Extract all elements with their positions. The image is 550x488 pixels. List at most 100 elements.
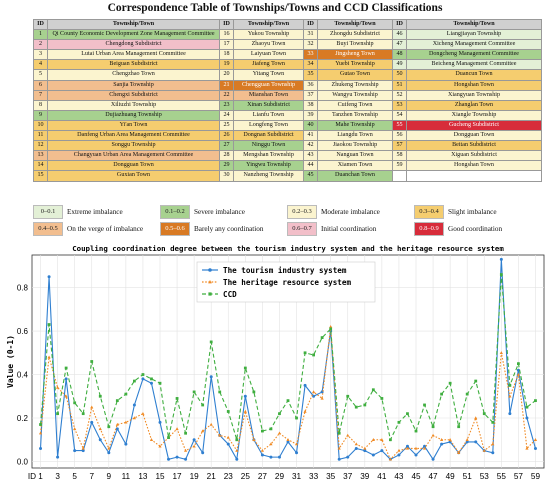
- legend-swatch: 0.6–0.7: [287, 221, 317, 236]
- data-point: [201, 403, 205, 407]
- data-point: [482, 412, 486, 416]
- legend-swatch: 0.5–0.6: [160, 221, 190, 236]
- chart-legend-box: [196, 261, 376, 303]
- data-point: [226, 410, 230, 413]
- data-point: [491, 442, 495, 446]
- data-point: [422, 446, 427, 450]
- data-point: [491, 451, 495, 455]
- data-point: [491, 420, 495, 424]
- data-point: [47, 323, 51, 326]
- data-point: [64, 394, 68, 398]
- data-point: [47, 355, 51, 359]
- data-point: [371, 388, 375, 392]
- data-point: [64, 377, 68, 381]
- data-point: [235, 438, 239, 442]
- data-point: [277, 455, 281, 459]
- data-point: [517, 362, 520, 366]
- table-row: 7 Chengxi Subdistrict 22 Mianshan Town 37 Wan…: [33, 89, 542, 101]
- data-point: [243, 366, 247, 370]
- data-point: [192, 438, 196, 442]
- data-point: [371, 438, 375, 441]
- x-tick-label: 57: [514, 472, 524, 481]
- data-point: [260, 453, 264, 457]
- legend-label: Severe imbalance: [194, 207, 245, 216]
- data-point: [363, 403, 367, 407]
- data-point: [440, 392, 443, 396]
- data-point: [269, 455, 273, 459]
- legend-item: 0.4–0.5 On the verge of imbalance: [33, 221, 160, 236]
- data-point: [423, 403, 426, 407]
- data-point: [534, 399, 537, 403]
- table-row: 10 Yi'an Town 25 Longfeng Town 40 Mahe Townsh…: [33, 119, 542, 132]
- cell-township: Xiangle Township: [406, 109, 542, 121]
- data-point: [184, 431, 187, 435]
- data-point: [209, 340, 213, 344]
- legend-label: Moderate imbalance: [321, 207, 380, 216]
- data-point: [371, 453, 375, 457]
- data-point: [209, 422, 213, 426]
- data-point: [389, 438, 392, 442]
- x-tick-label: 21: [207, 472, 217, 481]
- legend-item: 0.5–0.6 Barely any coordination: [160, 221, 287, 236]
- data-point: [124, 442, 128, 446]
- legend-item: 0.3–0.4 Slight imbalance: [414, 204, 541, 219]
- data-point: [141, 373, 145, 376]
- data-point: [167, 436, 170, 439]
- data-point: [235, 448, 239, 452]
- data-point: [482, 448, 486, 452]
- x-tick-label: 43: [394, 472, 404, 481]
- x-tick-label: 5: [72, 472, 77, 481]
- x-tick-label: 7: [89, 472, 94, 481]
- legend-item: 0.8–0.9 Good coordination: [414, 221, 541, 236]
- cell-township: Liangjiayan Township: [406, 29, 542, 41]
- legend-marker: [208, 292, 212, 296]
- data-point: [158, 444, 162, 448]
- cell-township: Hongshan Town: [406, 160, 542, 172]
- data-point: [218, 390, 222, 394]
- data-point: [508, 384, 512, 387]
- data-point: [167, 457, 171, 461]
- data-point: [295, 416, 298, 420]
- x-tick-label: 17: [173, 472, 183, 481]
- x-tick-label: 19: [190, 472, 200, 481]
- data-point: [235, 457, 239, 461]
- data-point: [397, 453, 401, 457]
- data-point: [56, 455, 60, 459]
- legend-label: Barely any coordination: [194, 224, 264, 233]
- data-point: [184, 448, 188, 452]
- x-tick-label: 39: [360, 472, 370, 481]
- y-tick-label: 0.8: [17, 284, 29, 293]
- data-point: [269, 427, 273, 431]
- data-point: [243, 394, 247, 398]
- cell-township: [406, 170, 542, 182]
- data-point: [277, 431, 282, 435]
- data-point: [209, 375, 213, 379]
- data-point: [414, 429, 418, 433]
- data-point: [175, 455, 179, 459]
- x-tick-label: 31: [292, 472, 302, 481]
- data-point: [201, 429, 205, 433]
- data-point: [90, 420, 94, 424]
- legend-label: Extreme imbalance: [67, 207, 123, 216]
- data-point: [192, 390, 196, 394]
- y-tick-label: 0.0: [17, 457, 29, 466]
- data-point: [354, 442, 358, 446]
- cell-township: Hongshan Town: [406, 79, 542, 91]
- x-tick-label: 29: [275, 472, 285, 481]
- data-point: [474, 440, 478, 444]
- data-point: [312, 394, 316, 398]
- data-point: [380, 397, 384, 400]
- data-point: [150, 377, 153, 381]
- data-point: [260, 448, 264, 452]
- data-point: [252, 438, 256, 441]
- data-point: [90, 360, 94, 363]
- chart-legend-label: The heritage resource system: [223, 278, 351, 287]
- data-point: [346, 394, 350, 398]
- data-point: [201, 451, 205, 455]
- data-point: [337, 446, 341, 450]
- data-point: [380, 449, 384, 453]
- data-point: [252, 390, 256, 394]
- data-point: [261, 429, 264, 433]
- cell-township: Gucheng Subdistrict: [406, 119, 542, 132]
- x-tick-label: 45: [411, 472, 421, 481]
